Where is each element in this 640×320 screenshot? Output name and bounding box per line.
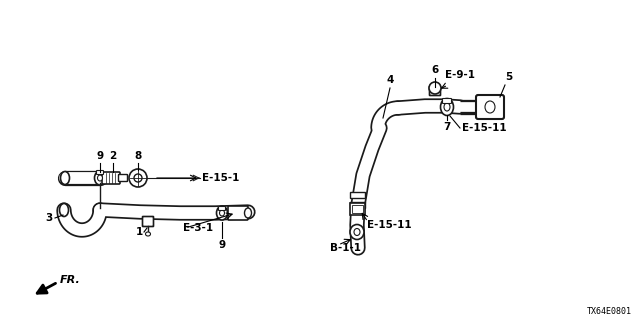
Ellipse shape (61, 172, 70, 185)
Text: 8: 8 (134, 151, 141, 161)
Ellipse shape (134, 174, 142, 182)
Text: E-15-11: E-15-11 (367, 220, 412, 230)
FancyBboxPatch shape (442, 99, 451, 103)
Text: 4: 4 (387, 75, 394, 85)
FancyBboxPatch shape (97, 171, 104, 174)
Text: 9: 9 (218, 240, 225, 250)
FancyBboxPatch shape (350, 192, 365, 198)
Ellipse shape (220, 210, 225, 216)
FancyBboxPatch shape (352, 205, 363, 213)
FancyBboxPatch shape (118, 174, 127, 181)
Text: E-9-1: E-9-1 (445, 70, 475, 80)
Ellipse shape (485, 101, 495, 113)
FancyBboxPatch shape (218, 206, 225, 211)
Ellipse shape (354, 228, 360, 236)
Text: 5: 5 (505, 72, 512, 82)
Text: 1: 1 (136, 227, 143, 237)
FancyBboxPatch shape (350, 203, 365, 215)
Text: TX64E0801: TX64E0801 (587, 307, 632, 316)
Ellipse shape (145, 232, 150, 236)
Text: E-15-11: E-15-11 (462, 123, 507, 133)
Ellipse shape (429, 82, 441, 94)
Text: 9: 9 (97, 151, 104, 161)
Ellipse shape (60, 204, 68, 217)
Ellipse shape (244, 208, 252, 218)
Ellipse shape (95, 171, 106, 185)
FancyBboxPatch shape (476, 95, 504, 119)
FancyBboxPatch shape (350, 202, 365, 208)
Text: 2: 2 (109, 151, 116, 161)
FancyBboxPatch shape (102, 172, 120, 184)
Text: 7: 7 (444, 122, 451, 132)
Ellipse shape (97, 175, 102, 181)
Text: B-1-1: B-1-1 (330, 243, 361, 253)
Ellipse shape (350, 225, 364, 239)
Text: 3: 3 (45, 213, 53, 223)
Ellipse shape (129, 169, 147, 187)
FancyBboxPatch shape (228, 206, 248, 220)
Text: 6: 6 (431, 65, 438, 75)
Ellipse shape (440, 99, 454, 116)
Text: E-3-1: E-3-1 (183, 223, 213, 233)
FancyBboxPatch shape (143, 217, 154, 227)
Ellipse shape (216, 206, 227, 220)
Ellipse shape (444, 103, 450, 111)
Text: E-15-1: E-15-1 (202, 173, 239, 183)
Text: FR.: FR. (60, 275, 81, 285)
FancyBboxPatch shape (429, 86, 440, 95)
